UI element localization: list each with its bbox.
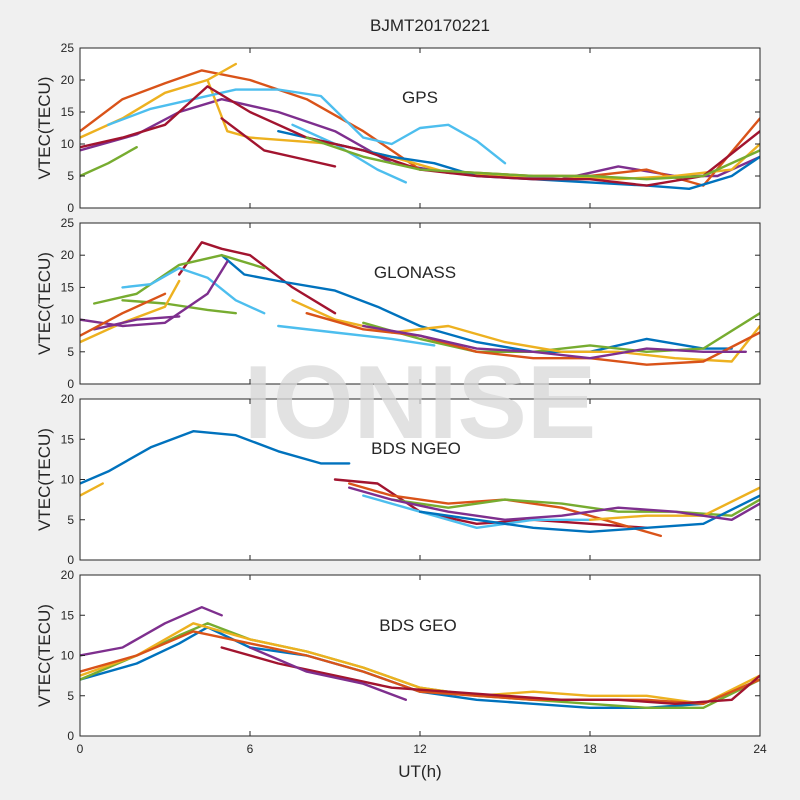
series-line-8 (80, 260, 229, 328)
y-axis-label: VTEC(TECU) (35, 604, 54, 707)
y-tick-label: 5 (67, 513, 74, 527)
series-line-2 (93, 254, 266, 305)
series-line-7 (588, 486, 760, 521)
y-axis-label: VTEC(TECU) (35, 428, 54, 531)
series-line-5 (291, 123, 407, 184)
y-tick-label: 0 (67, 201, 74, 215)
series-line-6 (248, 646, 407, 701)
watermark: IONISE (244, 345, 597, 461)
y-tick-label: 25 (61, 41, 75, 55)
series-line-5 (121, 266, 266, 315)
series-line-11 (305, 312, 760, 366)
series-group (80, 62, 760, 190)
series-line-7 (80, 85, 760, 187)
y-axis-label: VTEC(TECU) (35, 77, 54, 180)
y-tick-label: 0 (67, 553, 74, 567)
series-line-6 (80, 279, 181, 344)
y-tick-label: 15 (61, 608, 75, 622)
series-group (80, 606, 760, 709)
plot-area (80, 399, 760, 560)
x-tick-label: 6 (247, 742, 254, 756)
series-line-0 (80, 430, 351, 485)
series-group (80, 430, 760, 538)
series-line-1 (80, 69, 760, 187)
series-line-13 (277, 324, 436, 347)
panel-3: 0 5 10 15 20 0 6 12 18 24 VTEC(TECU) BDS GEO (35, 568, 767, 756)
y-axis-label: VTEC(TECU) (35, 252, 54, 355)
series-line-2 (333, 478, 648, 529)
y-tick-label: 20 (61, 392, 75, 406)
panel-2: 0 5 10 15 20 VTEC(TECU) BDS NGEO (35, 392, 761, 567)
y-tick-label: 20 (61, 73, 75, 87)
series-line-4 (362, 312, 760, 353)
series-line-9 (93, 315, 181, 331)
series-line-10 (305, 136, 760, 181)
series-line-1 (220, 254, 733, 353)
y-tick-label: 10 (61, 313, 75, 327)
y-tick-label: 15 (61, 432, 75, 446)
series-line-0 (178, 241, 337, 315)
figure-title: BJMT20170221 (370, 16, 490, 35)
x-tick-label: 18 (583, 742, 597, 756)
y-tick-label: 25 (61, 216, 75, 230)
series-line-4 (80, 630, 760, 705)
plot-area (80, 575, 760, 736)
y-tick-label: 5 (67, 169, 74, 183)
panel-label: GLONASS (374, 263, 456, 282)
series-line-3 (80, 622, 760, 705)
series-line-8 (348, 486, 760, 521)
series-line-5 (362, 494, 592, 529)
series-line-10 (80, 292, 167, 337)
y-tick-label: 5 (67, 345, 74, 359)
x-tick-label: 0 (77, 742, 84, 756)
y-tick-label: 15 (61, 105, 75, 119)
y-tick-label: 10 (61, 473, 75, 487)
series-line-5 (220, 646, 760, 705)
panel-0: 0 5 10 15 20 25 VTEC(TECU) GPS (35, 41, 761, 215)
series-line-0 (80, 606, 223, 657)
panel-label: BDS GEO (379, 616, 456, 635)
series-line-1 (80, 482, 104, 497)
x-axis-label: UT(h) (398, 762, 441, 781)
series-line-12 (362, 324, 747, 360)
series-line-9 (80, 146, 138, 178)
series-line-3 (121, 299, 237, 315)
y-tick-label: 20 (61, 248, 75, 262)
panel-1: 0 5 10 15 20 25 VTEC(TECU) GLONASS (35, 216, 761, 391)
x-tick-label: 12 (413, 742, 427, 756)
y-tick-label: 20 (61, 568, 75, 582)
series-line-6 (418, 494, 760, 533)
y-tick-label: 10 (61, 649, 75, 663)
panel-label: BDS NGEO (371, 439, 461, 458)
x-tick-label: 24 (753, 742, 767, 756)
y-tick-label: 10 (61, 137, 75, 151)
panel-label: GPS (402, 88, 438, 107)
y-tick-label: 0 (67, 729, 74, 743)
series-group (80, 241, 760, 366)
y-tick-label: 5 (67, 689, 74, 703)
y-tick-label: 0 (67, 377, 74, 391)
y-tick-label: 15 (61, 280, 75, 294)
series-line-8 (220, 117, 337, 168)
series-line-4 (107, 88, 507, 165)
